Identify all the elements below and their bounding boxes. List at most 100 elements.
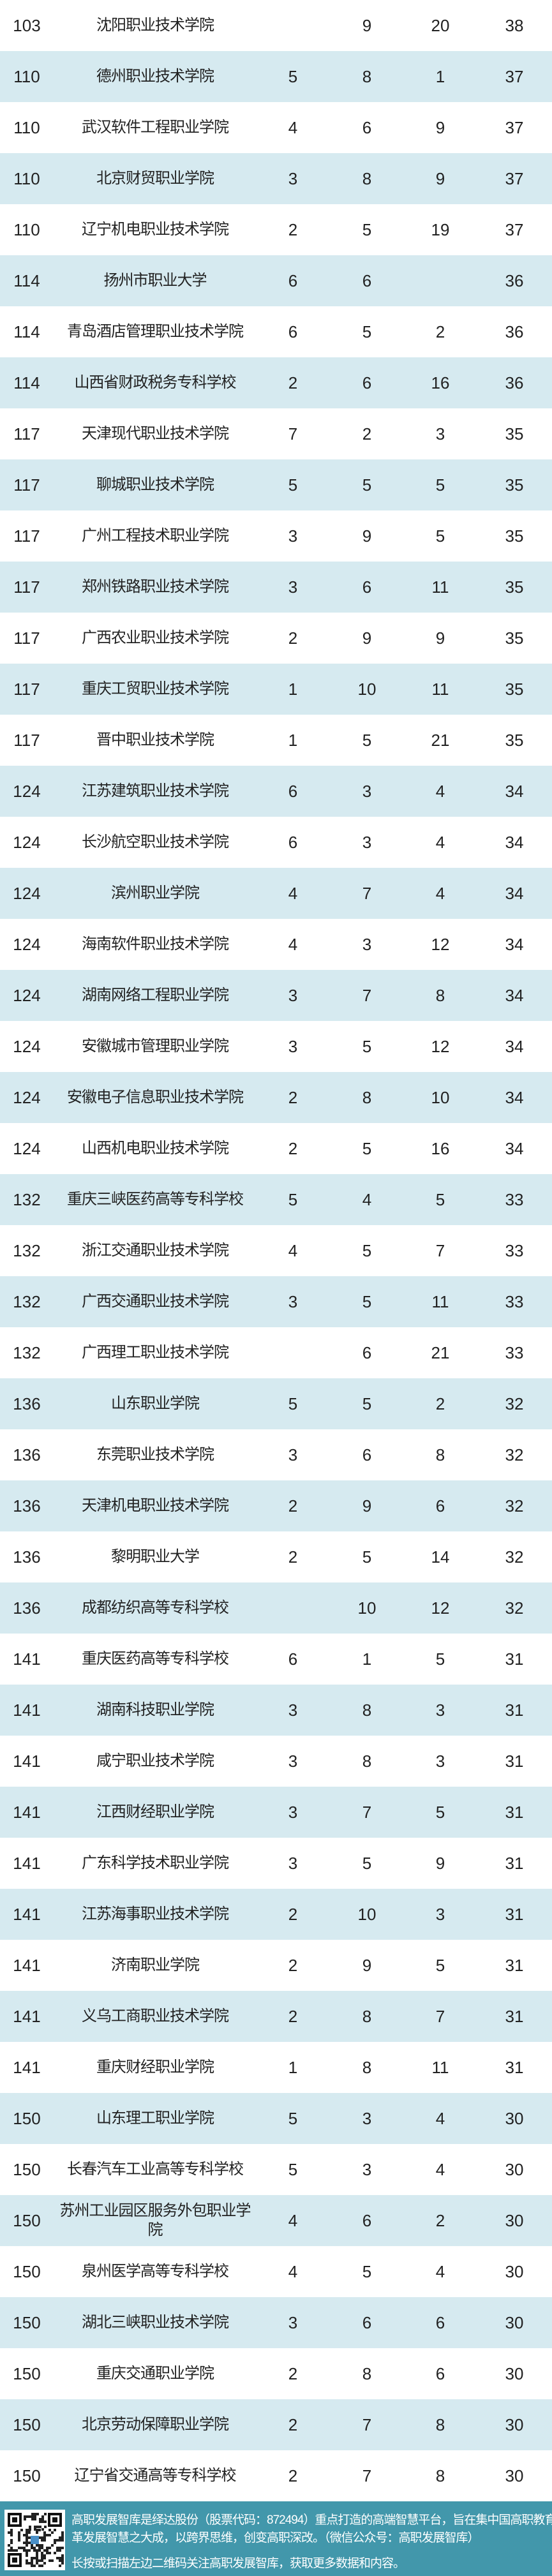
- count-cell-1: [268, 1327, 318, 1378]
- count-cell-2: 6: [362, 2211, 372, 2230]
- rank-cell: 150: [13, 2211, 41, 2230]
- total-cell: 31: [505, 1956, 524, 1975]
- rank-cell: 141: [13, 1956, 41, 1975]
- footer-description-line2: 革发展智慧之大成，以跨界思维，创变高职深改。（微信公众号：高职发展智库）: [71, 2531, 480, 2545]
- rank-cell: 141: [13, 1905, 41, 1924]
- table-row: 117 重庆工贸职业技术学院 1 10 11 35: [0, 664, 552, 715]
- count-cell-2: 7: [362, 2415, 372, 2434]
- total-cell: 31: [505, 1905, 524, 1924]
- count-cell-3: 5: [435, 1956, 445, 1975]
- table-row: 141 重庆财经职业学院 1 8 11 31: [0, 2042, 552, 2093]
- table-row: 141 咸宁职业技术学院 3 8 3 31: [0, 1736, 552, 1787]
- qr-code-icon: [4, 2510, 65, 2570]
- count-cell-1: 7: [288, 424, 298, 443]
- school-name-cell: 安徽电子信息职业技术学院: [67, 1089, 244, 1106]
- count-cell-3: 9: [435, 118, 445, 137]
- rank-cell: 141: [13, 1854, 41, 1873]
- count-cell-3: 9: [435, 1854, 445, 1873]
- rank-cell: 136: [13, 1547, 41, 1567]
- total-cell: 34: [505, 986, 524, 1005]
- count-cell-1: 2: [288, 2415, 298, 2434]
- school-name-cell: 江西财经职业学院: [96, 1803, 214, 1820]
- count-cell-1: 6: [288, 833, 298, 852]
- count-cell-2: 9: [362, 526, 372, 546]
- count-cell-3: 2: [435, 322, 445, 341]
- rank-cell: 150: [13, 2364, 41, 2383]
- footer-banner: 高职发展智库是绎达股份（股票代码：872494）重点打造的高端智慧平台，旨在集中…: [0, 2501, 552, 2576]
- table-row: 114 扬州市职业大学 6 6 36: [0, 255, 552, 306]
- total-cell: 36: [505, 373, 524, 392]
- count-cell-3: 2: [435, 2211, 445, 2230]
- school-name-cell: 武汉软件工程职业学院: [82, 119, 229, 136]
- count-cell-1: 4: [288, 935, 298, 954]
- school-name-cell: 泉州医学高等专科学校: [82, 2263, 229, 2280]
- total-cell: 33: [505, 1292, 524, 1311]
- count-cell-1: 3: [288, 2313, 298, 2332]
- count-cell-1: 1: [288, 731, 298, 750]
- rank-cell: 141: [13, 1752, 41, 1771]
- footer-follow-prompt: 长按或扫描左边二维码关注高职发展智库，获取更多数据和内容。: [71, 2557, 405, 2570]
- school-name-cell: 天津现代职业技术学院: [82, 425, 229, 442]
- count-cell-2: 5: [362, 1139, 372, 1158]
- table-row: 114 山西省财政税务专科学校 2 6 16 36: [0, 357, 552, 408]
- count-cell-2: 7: [362, 986, 372, 1005]
- count-cell-3: 16: [431, 1139, 450, 1158]
- count-cell-2: 6: [362, 577, 372, 597]
- total-cell: 36: [505, 322, 524, 341]
- count-cell-2: 10: [357, 1905, 377, 1924]
- rank-cell: 114: [13, 373, 40, 392]
- count-cell-2: 5: [362, 475, 372, 495]
- school-name-cell: 天津机电职业技术学院: [82, 1497, 229, 1514]
- table-row: 103 沈阳职业技术学院 9 20 38: [0, 0, 552, 51]
- count-cell-2: 8: [362, 2007, 372, 2026]
- table-row: 117 广西农业职业技术学院 2 9 9 35: [0, 613, 552, 664]
- count-cell-2: 5: [362, 1241, 372, 1260]
- table-row: 136 天津机电职业技术学院 2 9 6 32: [0, 1480, 552, 1531]
- school-name-cell: 湖北三峡职业技术学院: [82, 2314, 229, 2331]
- footer-description-line1: 高职发展智库是绎达股份（股票代码：872494）重点打造的高端智慧平台，旨在集中…: [71, 2513, 552, 2527]
- count-cell-3: 6: [435, 2313, 445, 2332]
- count-cell-2: 5: [362, 1292, 372, 1311]
- count-cell-2: 10: [357, 1598, 377, 1618]
- count-cell-2: 7: [362, 1803, 372, 1822]
- count-cell-1: 2: [288, 1088, 298, 1107]
- count-cell-1: 2: [288, 2007, 298, 2026]
- count-cell-3: 12: [431, 935, 450, 954]
- rank-cell: 132: [13, 1241, 41, 1260]
- school-name-cell: 黎明职业大学: [111, 1548, 200, 1565]
- school-name-cell: 山东职业学院: [111, 1395, 200, 1412]
- table-row: 124 山西机电职业技术学院 2 5 16 34: [0, 1123, 552, 1174]
- count-cell-2: 5: [362, 1547, 372, 1567]
- count-cell-1: 5: [288, 67, 298, 86]
- count-cell-2: 3: [362, 782, 372, 801]
- count-cell-3: 5: [435, 1649, 445, 1669]
- total-cell: 32: [505, 1496, 524, 1515]
- school-name-cell: 重庆三峡医药高等专科学校: [67, 1191, 244, 1208]
- count-cell-3: 5: [435, 475, 445, 495]
- rank-cell: 110: [13, 169, 40, 188]
- count-cell-1: 4: [288, 884, 298, 903]
- rank-cell: 150: [13, 2466, 41, 2485]
- table-row: 124 长沙航空职业技术学院 6 3 4 34: [0, 817, 552, 868]
- rank-cell: 136: [13, 1394, 41, 1413]
- school-name-cell: 咸宁职业技术学院: [96, 1752, 214, 1769]
- table-row: 136 成都纺织高等专科学校 10 12 32: [0, 1582, 552, 1634]
- total-cell: 37: [505, 169, 524, 188]
- school-name-cell: 长春汽车工业高等专科学校: [67, 2161, 244, 2178]
- count-cell-3: 19: [431, 220, 450, 239]
- total-cell: 32: [505, 1445, 524, 1464]
- school-name-cell: 山西省财政税务专科学校: [74, 374, 237, 391]
- total-cell: 34: [505, 1088, 524, 1107]
- count-cell-3: 1: [435, 67, 445, 86]
- count-cell-3: 21: [431, 1343, 450, 1362]
- school-name-cell: 广西交通职业技术学院: [82, 1293, 229, 1310]
- rank-cell: 114: [13, 322, 40, 341]
- table-row: 150 长春汽车工业高等专科学校 5 3 4 30: [0, 2144, 552, 2195]
- count-cell-3: 8: [435, 986, 445, 1005]
- rank-cell: 110: [13, 220, 40, 239]
- count-cell-1: [268, 0, 318, 51]
- count-cell-1: 2: [288, 373, 298, 392]
- rank-cell: 117: [13, 731, 40, 750]
- rank-cell: 132: [13, 1292, 41, 1311]
- total-cell: 30: [505, 2364, 524, 2383]
